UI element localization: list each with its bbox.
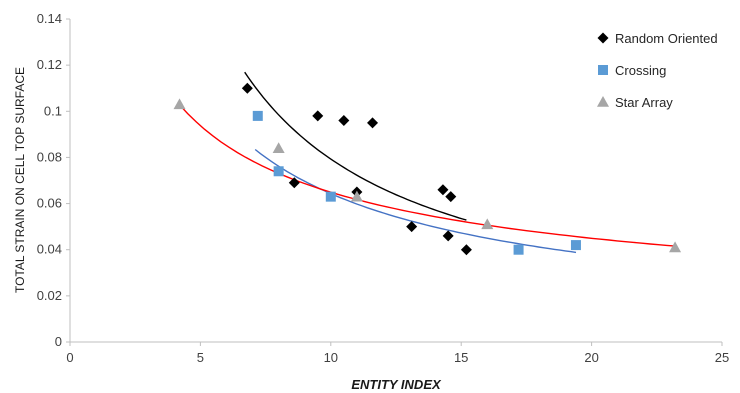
y-tick-label: 0 bbox=[55, 334, 62, 349]
data-point-series-2 bbox=[173, 98, 186, 110]
y-axis-title: TOTAL STRAIN ON CELL TOP SURFACE bbox=[13, 67, 27, 293]
data-point-series-2 bbox=[669, 241, 682, 253]
axes: 0 0.02 0.04 0.06 0.08 0.1 0.12 0.14 0 5 10 15 20 25 bbox=[37, 11, 730, 365]
y-tick-label: 0.02 bbox=[37, 288, 62, 303]
x-axis-title: ENTITY INDEX bbox=[351, 377, 442, 392]
x-tick-label: 15 bbox=[454, 350, 468, 365]
x-tick-label: 0 bbox=[66, 350, 73, 365]
data-point-series-1 bbox=[252, 110, 263, 121]
data-point-series-0 bbox=[445, 191, 457, 203]
legend-marker-1 bbox=[598, 65, 608, 75]
y-tick-label: 0.14 bbox=[37, 11, 62, 26]
trendline-2 bbox=[178, 104, 676, 247]
data-point-series-1 bbox=[513, 244, 524, 255]
legend-marker-0 bbox=[597, 32, 609, 44]
x-tick-label: 25 bbox=[715, 350, 729, 365]
data-points bbox=[173, 82, 682, 256]
trendline-1 bbox=[254, 148, 577, 254]
data-point-series-1 bbox=[570, 240, 581, 251]
data-point-series-0 bbox=[367, 117, 379, 129]
legend-label: Star Array bbox=[615, 95, 673, 110]
x-tick-label: 20 bbox=[584, 350, 598, 365]
data-point-series-0 bbox=[442, 230, 454, 242]
legend-label: Random Oriented bbox=[615, 31, 718, 46]
data-point-series-0 bbox=[312, 110, 324, 122]
data-point-series-2 bbox=[481, 218, 494, 230]
legend-label: Crossing bbox=[615, 63, 666, 78]
legend-marker-2 bbox=[597, 96, 609, 107]
data-point-series-0 bbox=[338, 115, 350, 127]
y-tick-label: 0.1 bbox=[44, 103, 62, 118]
data-point-series-0 bbox=[241, 82, 253, 94]
data-point-series-0 bbox=[460, 244, 472, 256]
data-point-series-1 bbox=[325, 191, 336, 202]
y-tick-label: 0.04 bbox=[37, 242, 62, 257]
data-point-series-1 bbox=[273, 166, 284, 177]
x-tick-label: 5 bbox=[197, 350, 204, 365]
trendline-0 bbox=[244, 71, 467, 221]
data-point-series-0 bbox=[406, 221, 418, 233]
data-point-series-2 bbox=[350, 190, 363, 202]
legend: Random Oriented Crossing Star Array bbox=[597, 31, 718, 110]
y-tick-label: 0.06 bbox=[37, 196, 62, 211]
y-tick-label: 0.12 bbox=[37, 57, 62, 72]
trendlines bbox=[178, 71, 676, 254]
x-tick-label: 10 bbox=[324, 350, 338, 365]
data-point-series-2 bbox=[272, 142, 285, 153]
y-tick-label: 0.08 bbox=[37, 149, 62, 164]
data-point-series-0 bbox=[288, 177, 300, 189]
data-point-series-0 bbox=[437, 184, 449, 196]
